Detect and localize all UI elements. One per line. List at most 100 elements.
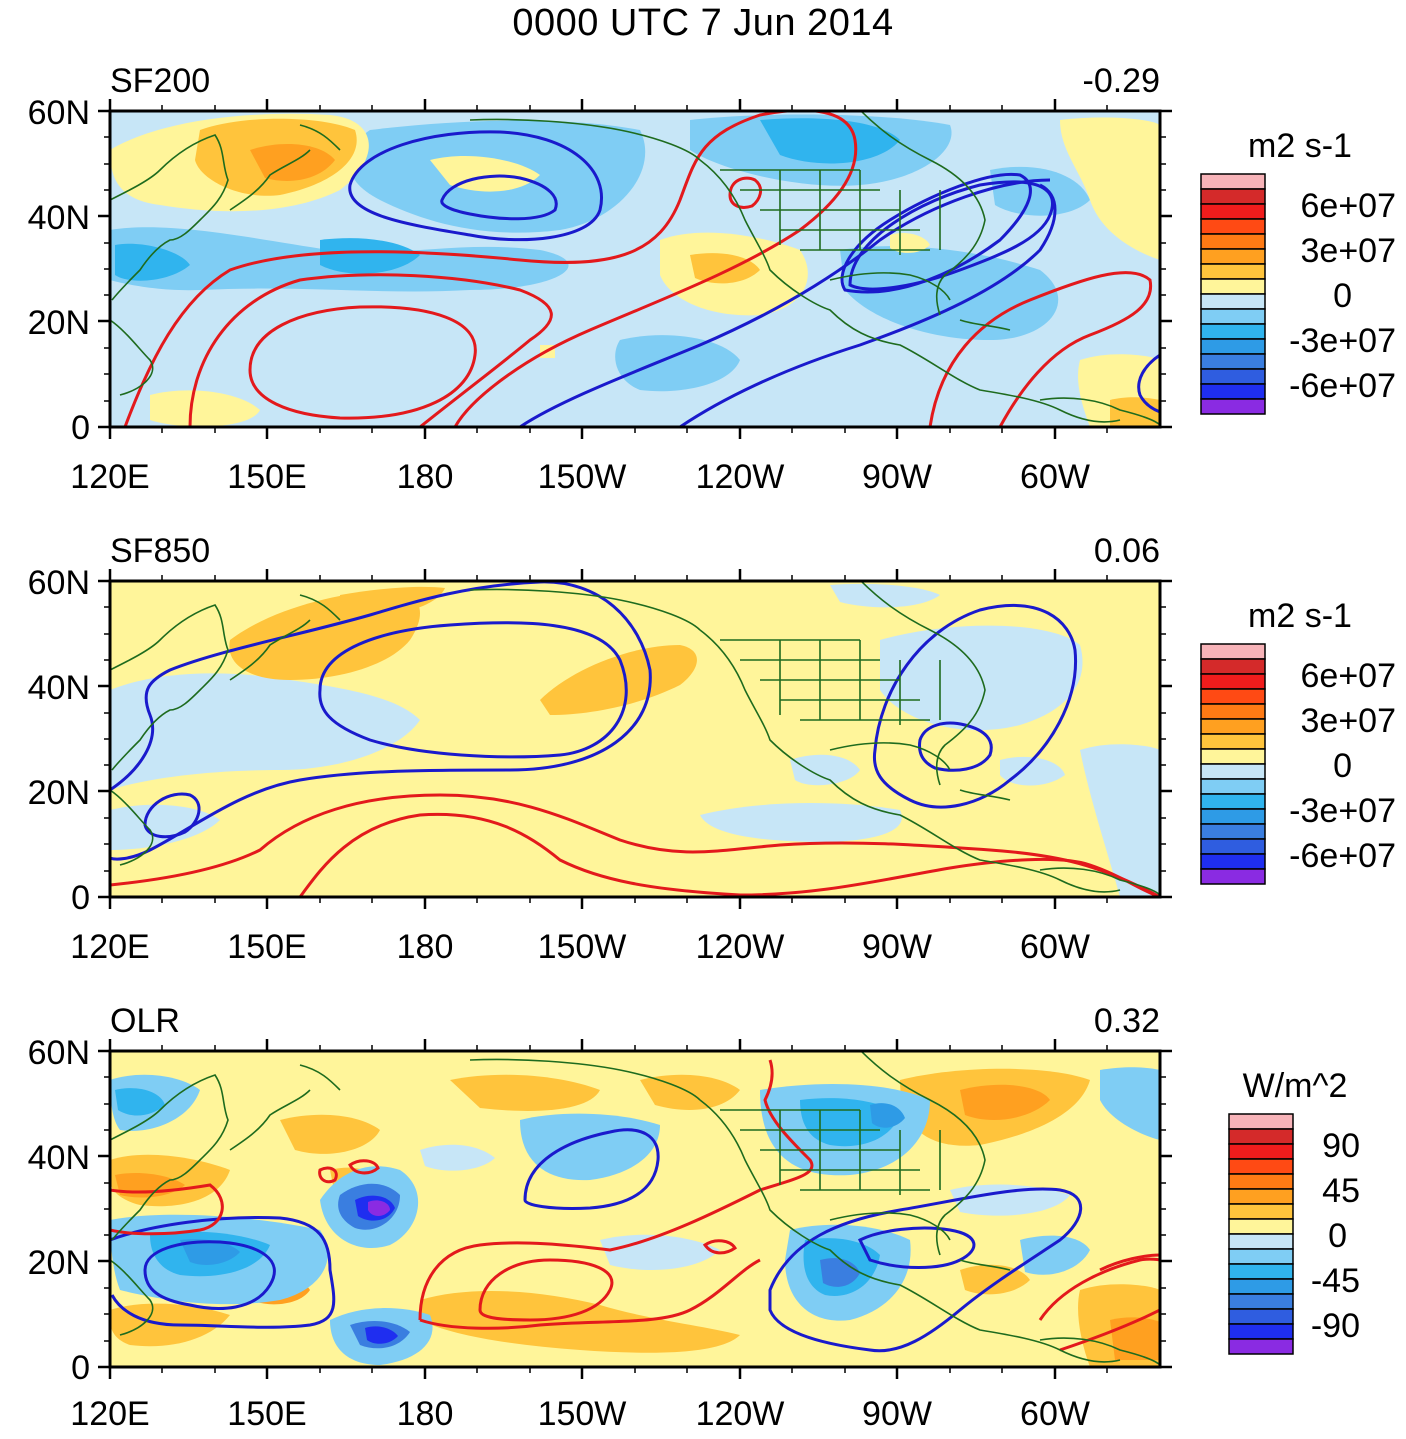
lon-label: 60W — [1020, 458, 1090, 496]
contour-negative — [348, 130, 603, 242]
colorbar — [1228, 1113, 1294, 1355]
coastline-asia — [110, 604, 229, 771]
lat-label-40n: 40N — [27, 669, 90, 707]
coastline-samerica — [1039, 867, 1160, 896]
contour-positive — [418, 1059, 814, 1321]
coastline-japan — [229, 619, 311, 681]
colorbar-label: 3e+07 — [1300, 702, 1397, 740]
contour-negative — [110, 581, 652, 861]
contour-positive — [1099, 1253, 1160, 1272]
coastline-asia — [110, 1074, 229, 1241]
figure-title: 0000 UTC 7 Jun 2014 — [512, 2, 894, 44]
lon-label: 180 — [396, 928, 454, 966]
contour-negative — [679, 183, 1057, 427]
lon-label: 180 — [396, 1395, 454, 1433]
coastline-gulf — [829, 1212, 951, 1241]
lon-label: 120E — [70, 458, 150, 496]
shade-positive — [960, 1084, 1050, 1120]
colorbar-label: 45 — [1322, 1172, 1360, 1210]
contour-positive — [110, 793, 1160, 897]
shade-negative — [115, 1088, 165, 1116]
colorbar-label: 0 — [1328, 1217, 1347, 1255]
coastline-gulf — [829, 272, 951, 301]
shade-negative — [990, 166, 1090, 216]
shade-negative — [115, 243, 190, 281]
colorbar-label: -3e+07 — [1289, 322, 1396, 360]
colorbar-label: 3e+07 — [1300, 232, 1397, 270]
shade-negative — [790, 754, 860, 786]
contour-negative — [1137, 353, 1160, 414]
contour-negative — [318, 621, 628, 759]
colorbar-units: m2 s-1 — [1248, 127, 1352, 165]
shade-negative — [950, 1184, 1070, 1216]
lon-label: 150E — [227, 458, 307, 496]
shade-negative — [870, 1103, 905, 1128]
coastline-caribbean — [959, 789, 1011, 801]
lon-label: 150W — [537, 928, 627, 966]
contour-negative — [143, 1240, 276, 1310]
coastline-asia — [110, 1259, 154, 1336]
contour-negative — [768, 1187, 1083, 1353]
lat-label-60n: 60N — [27, 94, 90, 132]
contour-negative — [519, 178, 1051, 427]
contour-positive — [298, 812, 1160, 897]
lat-label-eq: 0 — [71, 1349, 90, 1387]
shade-positive — [150, 390, 260, 427]
colorbar-units: W/m^2 — [1242, 1067, 1348, 1105]
colorbar-label: -45 — [1310, 1262, 1360, 1300]
shade-negative — [820, 1258, 860, 1287]
panel-correlation: -0.29 — [1082, 62, 1161, 100]
coastline-namerica — [699, 1099, 1121, 1363]
lon-label: 180 — [396, 458, 454, 496]
colorbar-label: 0 — [1333, 277, 1352, 315]
colorbar-label: 0 — [1333, 747, 1352, 785]
coastline-kamchatka — [299, 1064, 341, 1091]
shade-negative — [1080, 744, 1160, 897]
coastline-asia — [110, 319, 154, 396]
lon-label: 150W — [537, 458, 627, 496]
lon-label: 90W — [862, 1395, 932, 1433]
coastline-samerica — [1039, 397, 1160, 426]
contour-positive — [248, 305, 477, 420]
state-borders — [720, 169, 941, 255]
colorbar — [1200, 173, 1266, 415]
shade-negative — [830, 583, 940, 608]
contour-negative — [143, 792, 201, 839]
shade-negative — [1000, 756, 1065, 786]
colorbar-label: 6e+07 — [1300, 187, 1397, 225]
contour-positive — [702, 1239, 738, 1255]
coastline-alaska — [469, 118, 701, 161]
lat-label-20n: 20N — [27, 304, 90, 342]
coastline-eastus — [859, 111, 986, 316]
shade-negative — [420, 1144, 495, 1171]
map-olr — [98, 1039, 1172, 1379]
contour-positive — [1038, 1257, 1160, 1352]
contour-positive — [419, 1258, 761, 1330]
coastline-japan — [229, 1089, 311, 1151]
coastline-eastus — [859, 581, 986, 786]
lon-label: 60W — [1020, 928, 1090, 966]
lon-label: 120W — [695, 458, 785, 496]
colorbar-label: 6e+07 — [1300, 657, 1397, 695]
lon-label: 120W — [695, 928, 785, 966]
lon-label: 150E — [227, 1395, 307, 1433]
lat-label-eq: 0 — [71, 879, 90, 917]
contour-positive — [188, 273, 553, 427]
coastline-asia — [110, 134, 229, 301]
coastline-caribbean — [959, 319, 1011, 331]
lon-label: 90W — [862, 458, 932, 496]
lat-label-40n: 40N — [27, 1139, 90, 1177]
panel-label: OLR — [110, 1002, 180, 1040]
panel-correlation: 0.32 — [1093, 1002, 1160, 1040]
contour-negative — [840, 172, 1032, 294]
state-borders — [720, 1109, 941, 1195]
coastline-namerica — [699, 629, 1121, 893]
contour-positive — [348, 1159, 380, 1175]
shade-negative — [365, 1326, 398, 1344]
panel-sf200: SF200 -0.29 — [0, 0, 1406, 500]
contour-negative — [440, 174, 558, 221]
lon-label: 60W — [1020, 1395, 1090, 1433]
colorbar-label: -90 — [1310, 1307, 1360, 1345]
state-borders — [720, 639, 941, 725]
shade-negative — [320, 238, 420, 274]
